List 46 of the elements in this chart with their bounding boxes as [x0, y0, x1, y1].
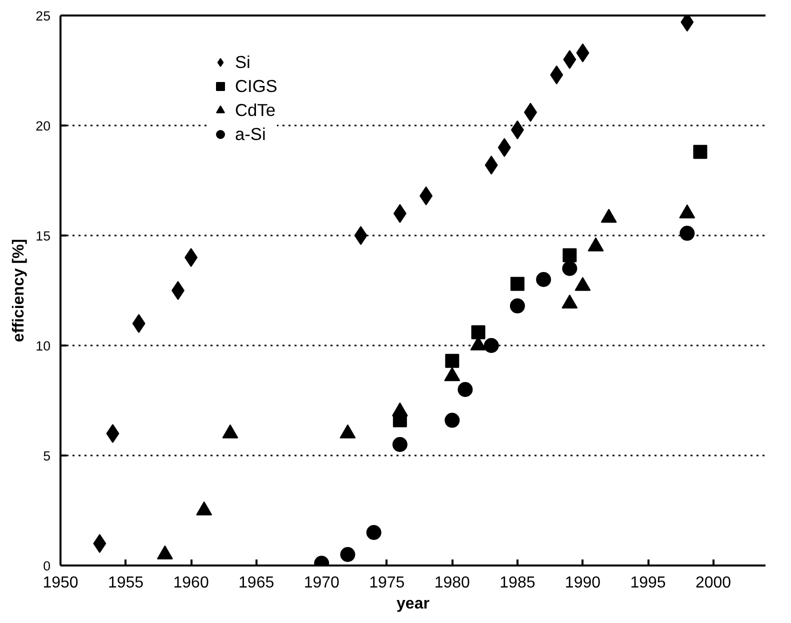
- x-tick-label: 1985: [500, 574, 536, 592]
- x-tick-label: 2000: [695, 574, 732, 592]
- point: [471, 325, 486, 340]
- y-tick-label: 25: [36, 8, 51, 24]
- point: [184, 248, 198, 267]
- x-tick-label: 1990: [564, 574, 601, 592]
- point: [693, 144, 708, 159]
- point: [392, 437, 408, 452]
- point: [366, 525, 382, 540]
- point: [484, 338, 499, 353]
- point: [340, 547, 356, 562]
- x-tick-label: 1965: [238, 574, 274, 592]
- y-tick-label: 10: [36, 338, 51, 354]
- x-tick-label: 1950: [42, 574, 78, 592]
- legend-label: Si: [235, 51, 252, 73]
- y-tick-label: 20: [36, 118, 51, 134]
- x-tick-label: 1970: [304, 574, 340, 592]
- point: [562, 248, 577, 262]
- point: [444, 412, 460, 428]
- y-axis-title: efficiency [%]: [10, 238, 28, 342]
- point: [510, 276, 524, 291]
- x-tick-label: 1955: [108, 574, 144, 592]
- legend-label: CdTe: [235, 99, 276, 121]
- point: [563, 50, 576, 69]
- point: [354, 226, 368, 245]
- point: [562, 261, 578, 276]
- point: [393, 204, 406, 223]
- point: [498, 138, 511, 157]
- y-tick-label: 5: [43, 448, 51, 464]
- x-axis-title: year: [396, 596, 430, 612]
- y-tick-label: 0: [43, 558, 51, 574]
- x-tick-label: 1995: [630, 574, 666, 592]
- point: [445, 354, 460, 368]
- point: [510, 298, 525, 314]
- point: [680, 226, 695, 241]
- point: [458, 382, 473, 397]
- x-tick-label: 1975: [369, 574, 405, 592]
- point: [106, 424, 120, 443]
- legend-label: a-Si: [235, 123, 266, 145]
- point: [93, 534, 106, 553]
- x-tick-label: 1980: [434, 574, 470, 592]
- legend-label: CIGS: [235, 75, 278, 97]
- point: [536, 272, 552, 287]
- y-tick-label: 15: [36, 228, 51, 244]
- x-tick-label: 1960: [173, 574, 209, 592]
- point: [132, 314, 146, 333]
